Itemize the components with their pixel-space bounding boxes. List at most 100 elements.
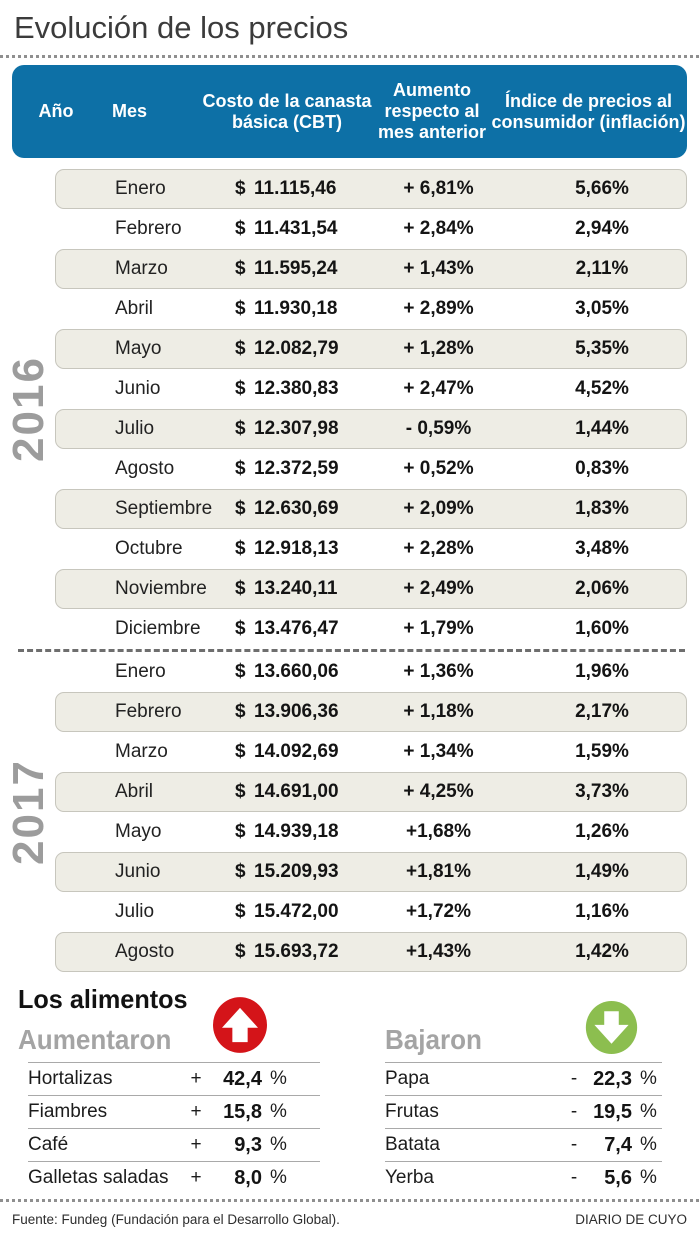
food-item: Galletas saladas +8,0% [28, 1161, 320, 1194]
food-name: Batata [385, 1134, 440, 1155]
cbt-value: 11.115,46 [254, 178, 337, 199]
cell-month: Diciembre [115, 618, 201, 639]
cell-inflation: 3,05% [575, 298, 629, 319]
cell-cbt: $12.082,79 [226, 338, 361, 360]
cell-month: Abril [115, 298, 154, 319]
cell-inflation: 2,94% [575, 218, 629, 239]
food-item: Frutas -19,5% [385, 1095, 662, 1128]
cell-cbt: $11.115,46 [226, 178, 361, 200]
food-item: Batata - 7,4% [385, 1128, 662, 1161]
currency-symbol: $ [235, 338, 246, 359]
table-row: Enero $11.115,46 + 6,81% 5,66% [55, 169, 687, 209]
currency-symbol: $ [235, 458, 246, 479]
cell-monthly-change: + 2,09% [403, 498, 474, 519]
cbt-value: 12.918,13 [254, 538, 339, 559]
food-sign: + [190, 1068, 202, 1089]
cell-month: Marzo [115, 258, 168, 279]
cbt-value: 15.472,00 [254, 901, 339, 922]
cell-cbt: $15.209,93 [226, 861, 361, 883]
cell-monthly-change: +1,72% [406, 901, 471, 922]
cell-inflation: 1,83% [575, 498, 629, 519]
currency-symbol: $ [235, 378, 246, 399]
currency-symbol: $ [235, 538, 246, 559]
foods-down-list: Papa -22,3% Frutas -19,5% Batata -7,4% Yerba -5… [385, 1062, 662, 1194]
currency-symbol: $ [235, 901, 246, 922]
food-value: 22,3 [593, 1067, 632, 1090]
cell-inflation: 4,52% [575, 378, 629, 399]
cell-monthly-change: +1,43% [406, 941, 471, 962]
cell-cbt: $11.595,24 [226, 258, 361, 280]
cbt-value: 11.431,54 [254, 218, 338, 239]
food-unit: % [640, 1167, 657, 1188]
food-name: Galletas saladas [28, 1167, 169, 1188]
cell-monthly-change: + 1,79% [403, 618, 474, 639]
cell-cbt: $12.918,13 [226, 538, 361, 560]
currency-symbol: $ [235, 258, 246, 279]
cell-monthly-change: + 1,36% [403, 661, 474, 682]
currency-symbol: $ [235, 861, 246, 882]
cell-monthly-change: + 0,52% [403, 458, 474, 479]
foods-down-label: Bajaron [385, 1024, 482, 1055]
cell-month: Septiembre [115, 498, 213, 519]
cell-cbt: $14.092,69 [226, 741, 361, 763]
cbt-value: 11.595,24 [254, 258, 338, 279]
cell-month: Marzo [115, 741, 168, 762]
cell-cbt: $11.930,18 [226, 298, 361, 320]
currency-symbol: $ [235, 821, 246, 842]
cell-inflation: 5,35% [575, 338, 629, 359]
cell-inflation: 1,44% [575, 418, 629, 439]
food-sign: - [570, 1068, 578, 1089]
table-body: 2016 Enero $11.115,46 + 6,81% 5,66% Febrero $1… [0, 169, 699, 972]
cell-month: Enero [115, 178, 166, 199]
cell-monthly-change: +1,81% [406, 861, 471, 882]
food-name: Hortalizas [28, 1068, 113, 1089]
table-row: Julio $12.307,98 - 0,59% 1,44% [55, 409, 687, 449]
food-item: Café +9,3% [28, 1128, 320, 1161]
currency-symbol: $ [235, 941, 246, 962]
cell-monthly-change: + 1,18% [403, 701, 474, 722]
food-sign: + [190, 1134, 202, 1155]
cell-cbt: $13.906,36 [226, 701, 361, 723]
cbt-value: 14.939,18 [254, 821, 339, 842]
food-item: Yerba - 5,6% [385, 1161, 662, 1194]
cell-inflation: 5,66% [575, 178, 629, 199]
arrow-up-icon [213, 996, 267, 1054]
cell-cbt: $13.660,06 [226, 661, 361, 683]
table-row: Mayo $12.082,79 + 1,28% 5,35% [55, 329, 687, 369]
cell-inflation: 1,26% [575, 821, 629, 842]
cbt-value: 12.082,79 [254, 338, 339, 359]
currency-symbol: $ [235, 701, 246, 722]
cell-month: Junio [115, 861, 161, 882]
currency-symbol: $ [235, 578, 246, 599]
cell-cbt: $15.472,00 [226, 901, 361, 923]
table-row: Junio $12.380,83 + 2,47% 4,52% [55, 369, 687, 409]
cbt-value: 13.240,11 [254, 578, 338, 599]
table-row: Mayo $14.939,18 +1,68% 1,26% [55, 812, 687, 852]
food-value: 8,0 [234, 1166, 262, 1189]
cbt-value: 12.372,59 [254, 458, 339, 479]
food-value: 5,6 [604, 1166, 632, 1189]
arrow-down-icon [585, 1001, 638, 1054]
cell-inflation: 1,42% [575, 941, 629, 962]
table-row: Octubre $12.918,13 + 2,28% 3,48% [55, 529, 687, 569]
table-row: Junio $15.209,93 +1,81% 1,49% [55, 852, 687, 892]
food-item: Papa -22,3% [385, 1062, 662, 1095]
cbt-value: 11.930,18 [254, 298, 338, 319]
cbt-value: 13.476,47 [254, 618, 339, 639]
cell-month: Julio [115, 901, 155, 922]
currency-symbol: $ [235, 781, 246, 802]
cell-monthly-change: + 6,81% [403, 178, 474, 199]
column-header-month: Mes [112, 101, 148, 121]
currency-symbol: $ [235, 418, 246, 439]
food-unit: % [640, 1068, 657, 1089]
source-credit: Fuente: Fundeg (Fundación para el Desarr… [12, 1212, 340, 1227]
cell-cbt: $14.691,00 [226, 781, 361, 803]
table-row: Julio $15.472,00 +1,72% 1,16% [55, 892, 687, 932]
currency-symbol: $ [235, 218, 246, 239]
cbt-value: 14.092,69 [254, 741, 339, 762]
cell-inflation: 1,96% [575, 661, 629, 682]
cell-month: Enero [115, 661, 166, 682]
cell-monthly-change: +1,68% [406, 821, 471, 842]
cell-inflation: 3,73% [575, 781, 629, 802]
